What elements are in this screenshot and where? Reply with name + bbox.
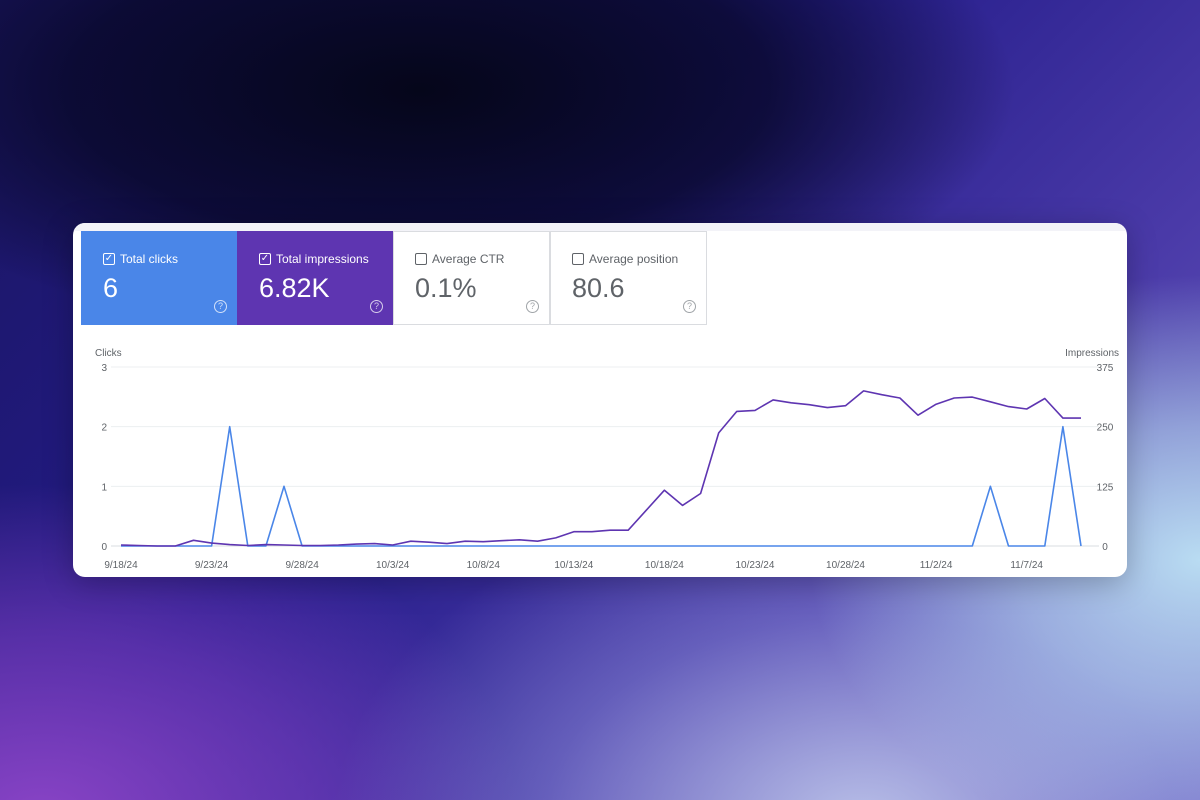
- chart-svg: Clicks Impressions 0 1 2 3 0 125 250 375 9/18/…: [95, 348, 1119, 571]
- chart-series: [120, 390, 1082, 547]
- y-left-tick-label: 1: [101, 482, 107, 493]
- help-icon[interactable]: ?: [526, 300, 539, 313]
- y-left-tick-label: 2: [101, 423, 107, 434]
- y-left-tick-label: 0: [101, 542, 107, 553]
- metric-value: 6.82K: [259, 273, 330, 303]
- y-right-tick-label: 250: [1097, 423, 1114, 434]
- chart-gridlines: [111, 366, 1099, 547]
- performance-chart: Clicks Impressions 0 1 2 3 0 125 250 375 9/18/…: [73, 333, 1127, 577]
- x-tick-label: 10/18/24: [645, 560, 684, 571]
- x-axis-ticks: 9/18/24 9/23/24 9/28/24 10/3/24 10/8/24 10/13…: [104, 560, 1043, 571]
- help-icon[interactable]: ?: [683, 300, 696, 313]
- x-tick-label: 10/28/24: [826, 560, 865, 571]
- x-tick-label: 9/23/24: [195, 560, 229, 571]
- x-tick-label: 11/2/24: [920, 560, 953, 571]
- x-tick-label: 10/23/24: [735, 560, 774, 571]
- performance-card: ✓ Total clicks 6 ? ✓ Total impressions 6…: [73, 223, 1127, 577]
- metric-label: Average CTR: [432, 252, 505, 266]
- series-line-impressions: [120, 390, 1081, 547]
- checkbox-unchecked-icon[interactable]: [415, 253, 427, 265]
- metric-label: Total clicks: [120, 252, 179, 266]
- card-top-bar: [73, 223, 1127, 231]
- x-tick-label: 9/28/24: [285, 560, 319, 571]
- checkbox-checked-icon[interactable]: ✓: [103, 253, 115, 265]
- y-right-tick-label: 125: [1097, 482, 1114, 493]
- metric-total-clicks[interactable]: ✓ Total clicks 6 ?: [81, 231, 237, 325]
- series-line-clicks: [121, 425, 1082, 547]
- checkbox-checked-icon[interactable]: ✓: [259, 253, 271, 265]
- y-left-ticks: 0 1 2 3: [101, 363, 107, 553]
- metric-average-position[interactable]: Average position 80.6 ?: [550, 231, 707, 325]
- y-right-tick-label: 0: [1102, 542, 1108, 553]
- y-right-tick-label: 375: [1097, 363, 1114, 374]
- checkbox-unchecked-icon[interactable]: [572, 253, 584, 265]
- x-tick-label: 10/13/24: [554, 560, 593, 571]
- y-left-tick-label: 3: [101, 363, 107, 374]
- x-tick-label: 9/18/24: [104, 560, 138, 571]
- metric-value: 80.6: [572, 273, 625, 303]
- x-tick-label: 10/3/24: [376, 560, 410, 571]
- metric-value: 0.1%: [415, 273, 477, 303]
- y-right-ticks: 0 125 250 375: [1097, 363, 1114, 553]
- metric-label: Total impressions: [276, 252, 369, 266]
- y-right-axis-label: Impressions: [1065, 348, 1119, 359]
- help-icon[interactable]: ?: [214, 300, 227, 313]
- x-tick-label: 11/7/24: [1010, 560, 1043, 571]
- x-tick-label: 10/8/24: [467, 560, 501, 571]
- help-icon[interactable]: ?: [370, 300, 383, 313]
- metric-average-ctr[interactable]: Average CTR 0.1% ?: [393, 231, 550, 325]
- metric-label: Average position: [589, 252, 679, 266]
- metric-value: 6: [103, 273, 119, 303]
- metric-total-impressions[interactable]: ✓ Total impressions 6.82K ?: [237, 231, 393, 325]
- y-left-axis-label: Clicks: [95, 348, 122, 359]
